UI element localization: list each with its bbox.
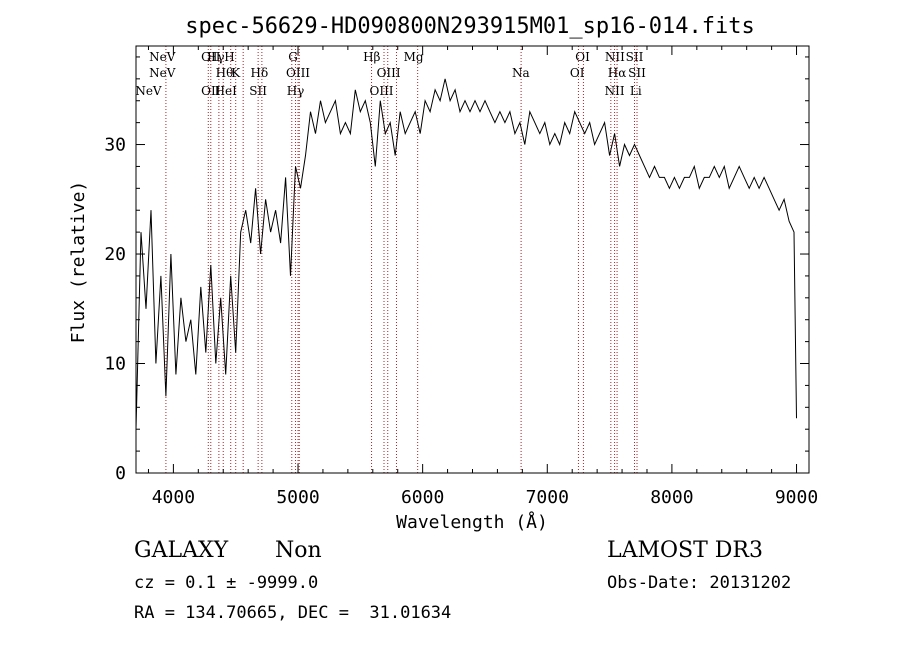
y-axis-label: Flux (relative) (68, 181, 89, 344)
spectrum-line (135, 78, 797, 430)
line-label: Mg (404, 50, 424, 64)
y-tick-label: 30 (104, 135, 126, 156)
line-label: NeV (135, 84, 162, 98)
y-tick-label: 10 (104, 354, 126, 375)
x-tick-label: 5000 (276, 487, 319, 508)
line-label: OIII (369, 84, 393, 98)
line-label: NeV (149, 66, 176, 80)
line-label: NII (605, 84, 625, 98)
line-label: SII (249, 84, 267, 98)
survey-name: LAMOST DR3 (607, 538, 763, 563)
line-label: Hγ (287, 84, 305, 98)
x-tick-label: 9000 (775, 487, 818, 508)
line-label: OI (575, 50, 590, 64)
observation-date: Obs-Date: 20131202 (607, 573, 792, 593)
x-tick-label: 4000 (152, 487, 195, 508)
redshift-cz: cz = 0.1 ± -9999.0 (134, 573, 319, 593)
line-label: G (288, 50, 298, 64)
x-tick-label: 6000 (401, 487, 444, 508)
line-label: Li (630, 84, 642, 98)
object-class: GALAXY (134, 538, 229, 563)
coordinates: RA = 134.70665, DEC = 31.01634 (134, 603, 452, 623)
x-axis: 4000 5000 6000 7000 8000 9000 (147, 46, 818, 508)
line-label: Hδ (251, 66, 269, 80)
line-label: OIII (377, 66, 401, 80)
object-subclass: Non (275, 538, 322, 563)
x-axis-label: Wavelength (Å) (396, 511, 548, 533)
line-label: NII (605, 50, 625, 64)
emission-line-markers (165, 46, 638, 473)
plot-frame (135, 45, 810, 474)
x-tick-label: 8000 (650, 487, 693, 508)
line-label: OII (201, 50, 221, 64)
line-label: Na (512, 66, 530, 80)
y-tick-label: 20 (104, 244, 126, 265)
y-axis: 0 10 20 30 (104, 56, 809, 484)
line-label: Hα (608, 66, 627, 80)
line-label: Hγ (207, 50, 225, 64)
line-label: Hβ (363, 50, 380, 64)
chart-title: spec-56629-HD090800N293915M01_sp16-014.f… (185, 14, 755, 39)
line-label: OIII (286, 66, 310, 80)
line-label: Hθ (216, 66, 234, 80)
line-label: H (224, 50, 234, 64)
line-label: SII (626, 50, 644, 64)
line-label: HeI (215, 84, 238, 98)
line-label: K (231, 66, 241, 80)
line-label: OI (570, 66, 585, 80)
line-label: NeV (149, 50, 176, 64)
x-tick-label: 7000 (526, 487, 569, 508)
line-label: OII (201, 84, 221, 98)
y-tick-label: 0 (115, 463, 126, 484)
line-label: SII (628, 66, 646, 80)
